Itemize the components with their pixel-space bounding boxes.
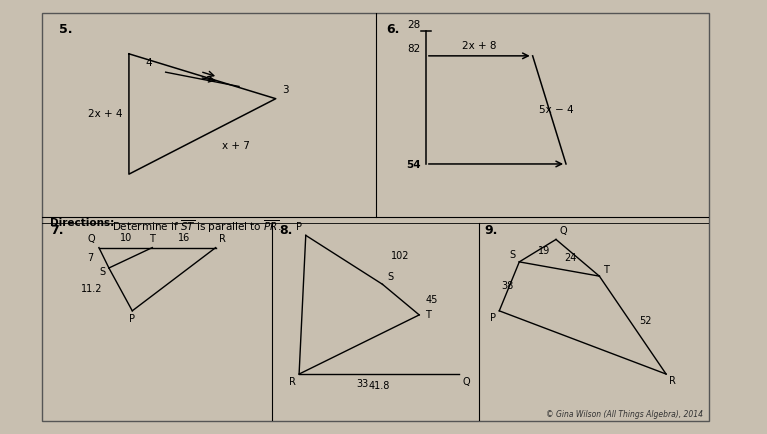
Text: 41.8: 41.8 — [368, 381, 390, 391]
Text: 82: 82 — [407, 44, 420, 54]
Text: R: R — [219, 234, 226, 244]
Text: T: T — [425, 310, 430, 320]
Text: 6.: 6. — [386, 23, 399, 36]
Text: 54: 54 — [406, 160, 420, 170]
Text: Q: Q — [88, 234, 96, 244]
Text: 45: 45 — [426, 295, 438, 305]
Text: S: S — [100, 267, 106, 277]
Text: 9.: 9. — [484, 224, 497, 237]
Text: R: R — [670, 376, 676, 386]
Text: 10: 10 — [120, 233, 132, 243]
Text: T: T — [603, 265, 608, 275]
Text: 7: 7 — [87, 253, 94, 263]
Text: Q: Q — [559, 226, 567, 236]
Text: T: T — [150, 234, 155, 244]
Text: 102: 102 — [390, 251, 409, 261]
Text: P: P — [296, 222, 302, 232]
Text: 2x + 8: 2x + 8 — [462, 41, 496, 51]
Text: Q: Q — [463, 377, 470, 387]
Text: 3: 3 — [282, 85, 289, 95]
Text: 28: 28 — [407, 20, 420, 30]
Text: P: P — [490, 313, 496, 323]
Text: 8.: 8. — [279, 224, 292, 237]
Text: 5.: 5. — [59, 23, 72, 36]
Text: S: S — [388, 272, 394, 282]
Text: 5x − 4: 5x − 4 — [539, 105, 574, 115]
Text: S: S — [510, 250, 516, 260]
Text: 11.2: 11.2 — [81, 284, 102, 294]
Text: 7.: 7. — [50, 224, 64, 237]
Text: 19: 19 — [538, 246, 551, 256]
Text: 33: 33 — [357, 379, 369, 389]
Text: 38: 38 — [502, 281, 514, 291]
Text: 16: 16 — [178, 233, 190, 243]
Text: 52: 52 — [640, 316, 652, 326]
Text: 24: 24 — [564, 253, 576, 263]
Text: © Gina Wilson (All Things Algebra), 2014: © Gina Wilson (All Things Algebra), 2014 — [546, 410, 703, 419]
Text: Directions:: Directions: — [50, 218, 114, 228]
Text: 4: 4 — [146, 58, 152, 68]
Text: P: P — [130, 314, 135, 324]
Text: x + 7: x + 7 — [222, 141, 250, 151]
Text: 2x + 4: 2x + 4 — [87, 109, 122, 119]
Text: R: R — [289, 377, 296, 387]
Text: Determine if $\overline{ST}$ is parallel to $\overline{PR}$.: Determine if $\overline{ST}$ is parallel… — [112, 218, 281, 235]
